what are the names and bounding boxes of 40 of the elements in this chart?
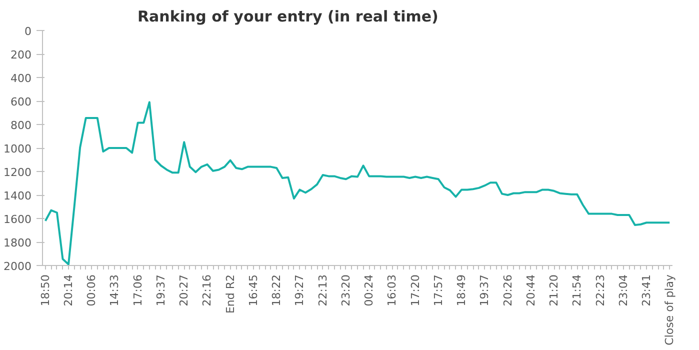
- x-tick-label: 21:20: [548, 274, 561, 306]
- x-tick-label: 23:41: [640, 274, 653, 306]
- x-tick-label: 18:22: [270, 274, 284, 306]
- x-tick-label: 18:49: [455, 274, 468, 306]
- x-tick-label: 22:13: [316, 274, 330, 306]
- x-tick-label: 23:20: [339, 274, 352, 306]
- x-tick-label: 17:20: [408, 274, 422, 306]
- x-tick-label: Close of play: [663, 274, 676, 346]
- y-tick-label: 1800: [4, 236, 32, 250]
- x-tick-label: 20:26: [501, 274, 514, 306]
- y-tick-label: 0: [24, 25, 32, 38]
- chart-title: Ranking of your entry (in real time): [138, 8, 438, 26]
- y-tick-label: 1600: [4, 213, 32, 226]
- y-tick-label: 2000: [4, 260, 32, 273]
- x-tick-label: 19:37: [478, 274, 492, 306]
- x-tick-label: 17:57: [432, 274, 445, 306]
- y-tick-label: 600: [10, 96, 32, 108]
- x-tick-label: 20:44: [524, 274, 538, 306]
- x-tick-label: 22:23: [594, 274, 607, 306]
- x-tick-label: 20:14: [62, 274, 76, 306]
- x-tick-label: 18:50: [38, 274, 52, 306]
- x-tick-label: 16:45: [246, 274, 260, 306]
- y-tick-label: 200: [10, 48, 32, 62]
- y-tick-label: 1200: [4, 166, 32, 179]
- x-tick-label: 21:54: [570, 274, 584, 306]
- y-tick-label: 400: [10, 72, 32, 85]
- x-tick-label: 20:27: [178, 274, 191, 306]
- x-tick-label: 00:24: [362, 274, 376, 306]
- y-tick-label: 1400: [4, 190, 32, 202]
- x-tick-label: 19:27: [293, 274, 306, 306]
- x-tick-label: 00:06: [85, 274, 98, 306]
- x-tick-label: 19:37: [154, 274, 168, 306]
- x-tick-label: End R2: [224, 274, 237, 314]
- x-tick-label: 22:16: [200, 274, 214, 306]
- y-tick-label: 1000: [4, 142, 32, 156]
- x-tick-label: 17:06: [131, 274, 144, 306]
- x-tick-label: 23:04: [616, 274, 630, 306]
- x-tick-label: 14:33: [108, 274, 122, 306]
- x-tick-label: 16:03: [386, 274, 399, 306]
- y-tick-label: 800: [10, 119, 32, 132]
